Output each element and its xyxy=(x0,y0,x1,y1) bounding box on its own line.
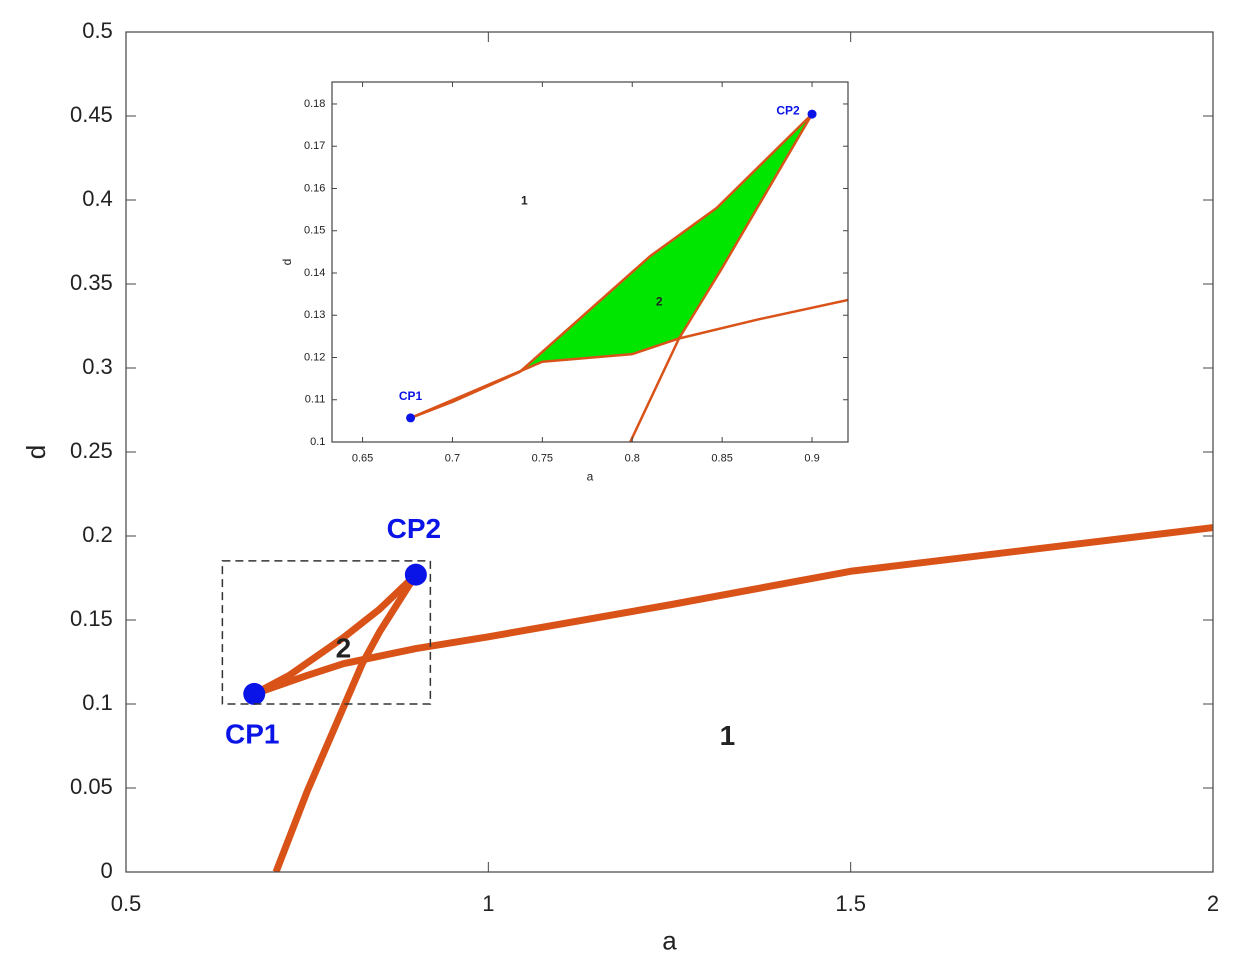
y-tick-label: 0.4 xyxy=(82,186,113,211)
plot xyxy=(410,113,848,442)
curve xyxy=(253,524,1213,698)
plot xyxy=(252,524,1213,872)
x-axis-label: a xyxy=(587,469,594,483)
y-tick-label: 0.18 xyxy=(304,98,325,110)
x-tick-label: 1.5 xyxy=(835,891,866,916)
region-label: 2 xyxy=(656,295,663,309)
point-label: CP2 xyxy=(387,513,441,544)
y-axis-label: d xyxy=(21,445,51,459)
y-tick-label: 0.5 xyxy=(82,18,113,43)
y-axis-label: d xyxy=(280,259,294,266)
point-label: CP2 xyxy=(776,103,800,117)
x-tick-label: 0.7 xyxy=(445,452,460,464)
point-label: CP1 xyxy=(399,389,423,403)
x-axis-label: a xyxy=(662,925,677,955)
x-tick-label: 0.65 xyxy=(352,452,373,464)
y-tick-label: 0.05 xyxy=(70,774,113,799)
y-tick-label: 0 xyxy=(101,858,113,883)
inset-chart: CP1 CP2 1 2 0.65 0.7 0.75 0.8 0.85 0.9 0.1 0.11 0.12… xyxy=(280,81,849,483)
region-label: 1 xyxy=(521,193,528,207)
x-tick-label: 1 xyxy=(482,891,494,916)
y-tick-label: 0.17 xyxy=(304,140,325,152)
curve xyxy=(629,113,814,442)
y-tick-label: 0.13 xyxy=(304,309,325,321)
point xyxy=(404,563,427,586)
y-tick-label: 0.16 xyxy=(304,182,325,194)
y-tick-label: 0.11 xyxy=(305,394,326,406)
x-tick-label: 0.9 xyxy=(804,452,819,464)
x-tick-label: 0.85 xyxy=(711,452,732,464)
y-tick-label: 0.35 xyxy=(70,270,113,295)
curve xyxy=(272,572,419,872)
curve xyxy=(410,113,813,420)
y-tick-label: 0.1 xyxy=(82,690,113,715)
curve xyxy=(252,572,419,698)
point xyxy=(807,109,817,119)
y-tick-label: 0.45 xyxy=(70,102,113,127)
y-tick-label: 0.3 xyxy=(82,354,113,379)
y-tick-label: 0.14 xyxy=(304,267,325,279)
y-tick-label: 0.25 xyxy=(70,438,113,463)
axes-box xyxy=(331,81,849,443)
plot-area xyxy=(332,82,848,442)
x-tick-label: 0.75 xyxy=(532,452,553,464)
x-tick-label: 0.8 xyxy=(625,452,640,464)
x-tick-label: 2 xyxy=(1207,891,1219,916)
point xyxy=(406,413,416,423)
x-tick-label: 0.5 xyxy=(111,891,142,916)
zoom-box xyxy=(221,560,432,705)
y-tick-label: 0.15 xyxy=(70,606,113,631)
y-tick-label: 0.15 xyxy=(304,225,325,237)
point xyxy=(243,682,266,705)
y-tick-label: 0.12 xyxy=(304,351,325,363)
region-label: 2 xyxy=(336,633,352,664)
region-label: 1 xyxy=(720,720,736,751)
y-tick-label: 0.1 xyxy=(310,436,325,448)
y-tick-label: 0.2 xyxy=(82,522,113,547)
point-label: CP1 xyxy=(225,718,279,749)
